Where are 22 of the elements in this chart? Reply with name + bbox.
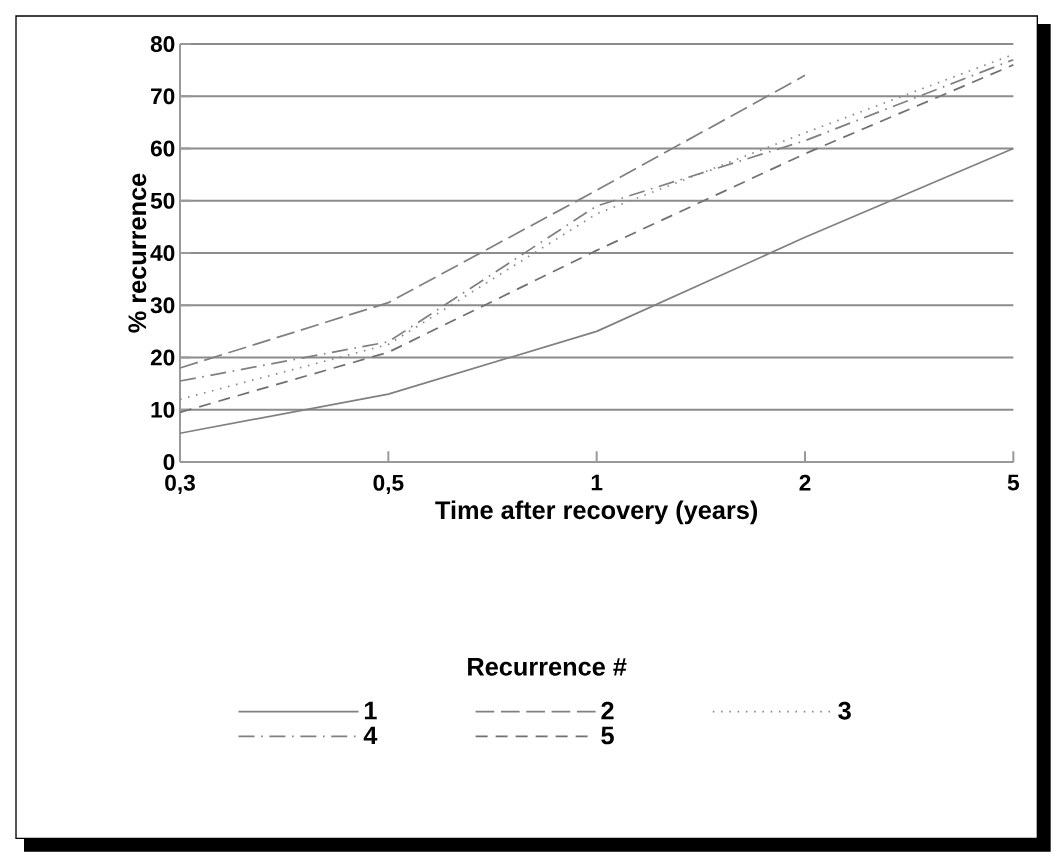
legend-label: 5 — [601, 726, 614, 745]
x-tick-label: 2 — [799, 474, 811, 491]
x-tick-label: 5 — [1007, 474, 1020, 491]
y-tick-label: 60 — [150, 140, 175, 157]
y-tick-label: 40 — [150, 244, 175, 262]
y-tick-label: 70 — [151, 88, 175, 105]
x-tick-label: 1 — [591, 474, 603, 491]
y-axis-title: % recurrence — [128, 173, 147, 333]
x-axis-title: Time after recovery (years) — [435, 500, 758, 525]
y-tick-label: 20 — [150, 349, 175, 366]
y-tick-label: 50 — [150, 192, 175, 209]
y-tick-label: 0 — [163, 453, 175, 471]
y-tick-label: 10 — [151, 401, 175, 418]
x-tick-label: 0,5 — [373, 474, 404, 495]
legend-label: 3 — [838, 701, 851, 720]
legend-title: Recurrence # — [468, 657, 627, 676]
x-tick-label: 0,3 — [165, 474, 195, 495]
legend-label: 4 — [363, 726, 378, 745]
y-tick-label: 30 — [150, 297, 175, 314]
legend-label: 1 — [364, 701, 377, 720]
y-tick-label: 80 — [150, 35, 175, 53]
legend-label: 2 — [601, 701, 614, 720]
